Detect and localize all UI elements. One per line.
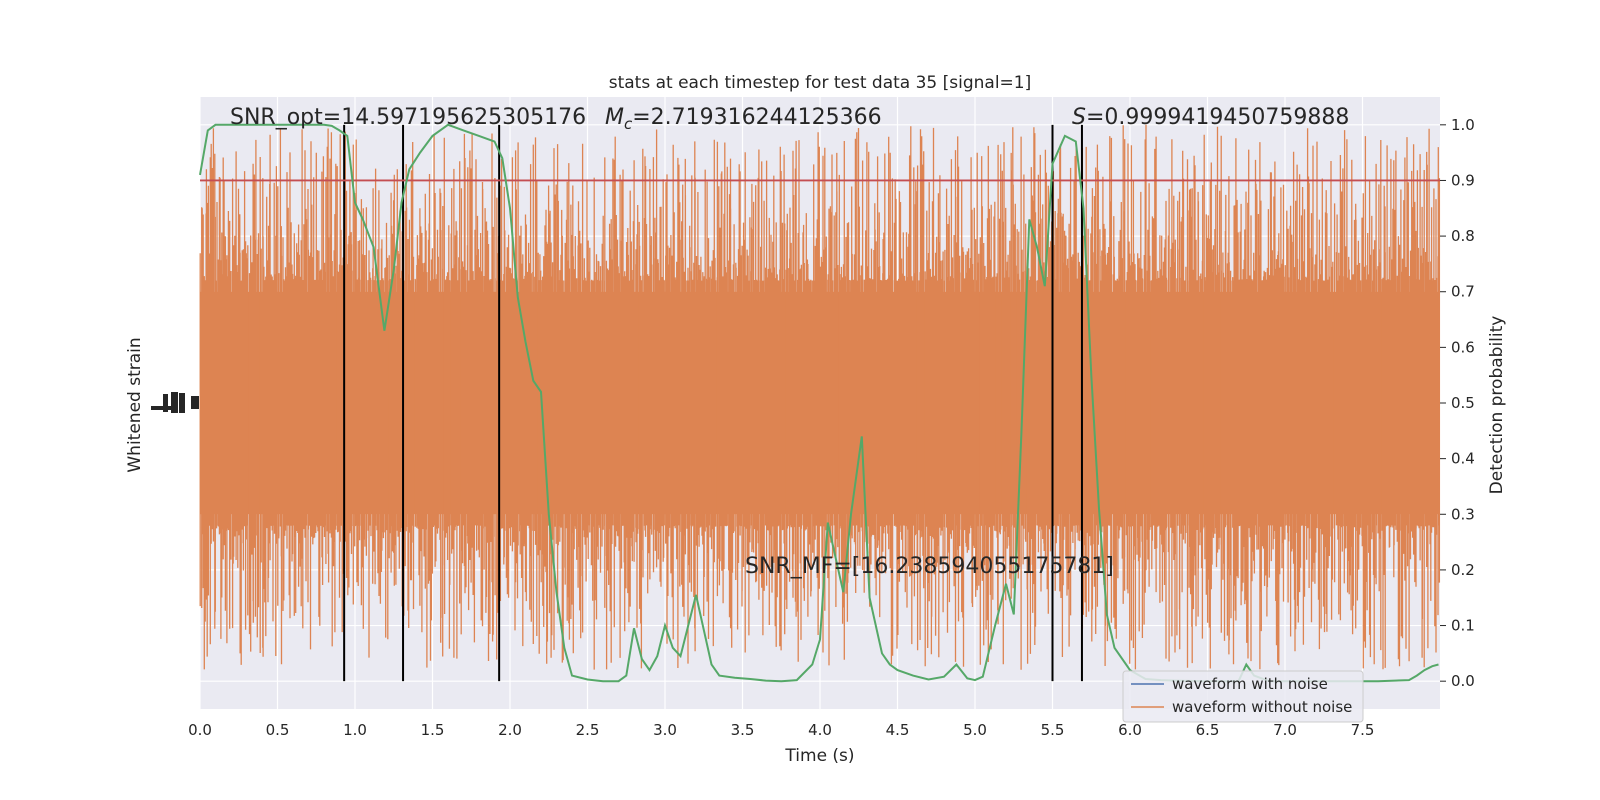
right-axis-label: Detection probability bbox=[1487, 316, 1507, 495]
x-axis-ticks: 0.0 0.5 1.0 1.5 2.0 2.5 3.0 3.5 4.0 4.5 5.0 5.5 6.0 6… bbox=[188, 721, 1374, 739]
right-tick-label-9: 0.9 bbox=[1451, 171, 1475, 189]
legend-box bbox=[1122, 670, 1364, 723]
right-tick-label-0: 0.0 bbox=[1451, 672, 1475, 690]
right-axis-ticks: 0.0 0.1 0.2 0.3 0.4 0.5 0.6 0.7 0.8 0.9 1.0 bbox=[1440, 116, 1475, 690]
x-tick-label-0: 0.0 bbox=[188, 721, 212, 739]
snr-mf-annotation: SNR_MF=[16.238594055175781] bbox=[745, 554, 1114, 579]
x-tick-label-7: 3.5 bbox=[731, 721, 755, 739]
s-statistic-annotation: S=0.9999419450759888 bbox=[1072, 105, 1349, 130]
x-tick-label-3: 1.5 bbox=[421, 721, 445, 739]
x-tick-label-8: 4.0 bbox=[808, 721, 832, 739]
x-axis-label: Time (s) bbox=[784, 746, 854, 766]
right-tick-label-1: 0.1 bbox=[1451, 617, 1475, 635]
legend-label-without-noise: waveform without noise bbox=[1172, 698, 1352, 716]
x-tick-label-5: 2.5 bbox=[576, 721, 600, 739]
right-tick-label-3: 0.3 bbox=[1451, 505, 1475, 523]
left-axis-label: Whitened strain bbox=[125, 337, 145, 472]
right-tick-label-2: 0.2 bbox=[1451, 561, 1475, 579]
x-tick-label-15: 7.5 bbox=[1351, 721, 1375, 739]
right-tick-label-10: 1.0 bbox=[1451, 116, 1475, 134]
chart-title: stats at each timestep for test data 35 … bbox=[609, 73, 1032, 93]
snr-opt-annotation: SNR_opt=14.597195625305176 bbox=[230, 105, 586, 130]
noise-waveform bbox=[199, 124, 1441, 670]
right-tick-label-4: 0.4 bbox=[1451, 450, 1475, 468]
x-tick-label-12: 6.0 bbox=[1118, 721, 1142, 739]
right-tick-label-7: 0.7 bbox=[1451, 283, 1475, 301]
x-tick-label-4: 2.0 bbox=[498, 721, 522, 739]
right-tick-label-5: 0.5 bbox=[1451, 394, 1475, 412]
chirp-mass-annotation: Mc=2.719316244125366 bbox=[605, 105, 882, 133]
x-tick-label-10: 5.0 bbox=[963, 721, 987, 739]
right-tick-label-8: 0.8 bbox=[1451, 227, 1475, 245]
x-tick-label-14: 7.0 bbox=[1273, 721, 1297, 739]
x-tick-label-13: 6.5 bbox=[1196, 721, 1220, 739]
legend: waveform with noise waveform without noi… bbox=[1122, 670, 1364, 723]
legend-label-with-noise: waveform with noise bbox=[1172, 675, 1328, 693]
noise-spikes bbox=[199, 124, 1441, 670]
right-tick-label-6: 0.6 bbox=[1451, 338, 1475, 356]
x-tick-label-9: 4.5 bbox=[886, 721, 910, 739]
left-axis-collapsed-ticks bbox=[151, 392, 199, 413]
x-tick-label-1: 0.5 bbox=[266, 721, 290, 739]
event-markers bbox=[343, 124, 1083, 682]
x-tick-label-6: 3.0 bbox=[653, 721, 677, 739]
x-tick-label-11: 5.5 bbox=[1041, 721, 1065, 739]
x-tick-label-2: 1.0 bbox=[343, 721, 367, 739]
